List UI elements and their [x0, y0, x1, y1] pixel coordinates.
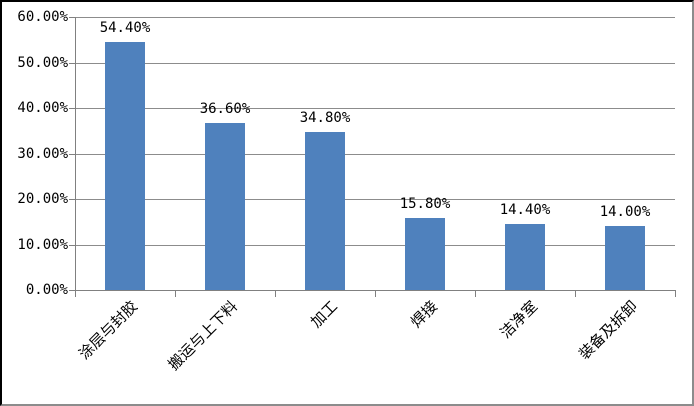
- bar-value-label: 36.60%: [199, 101, 251, 118]
- bar: [605, 226, 645, 290]
- x-axis-tick: [575, 291, 576, 297]
- x-axis-category-label: 装备及拆卸: [575, 297, 642, 364]
- y-axis-tick: [69, 199, 75, 200]
- bar-value-label: 34.80%: [299, 109, 351, 126]
- y-axis-tick-label: 0.00%: [25, 282, 68, 298]
- y-axis-tick-label: 10.00%: [17, 236, 68, 253]
- bar-value-label: 15.80%: [399, 196, 451, 213]
- y-axis-tick: [69, 17, 75, 18]
- gridline: [75, 17, 675, 18]
- bar: [405, 218, 445, 290]
- y-axis-line: [75, 17, 76, 291]
- bar-value-label: 14.40%: [499, 202, 551, 219]
- bar: [505, 224, 545, 290]
- y-axis-tick: [69, 62, 75, 64]
- x-axis-tick: [675, 291, 676, 297]
- bar: [305, 131, 345, 290]
- x-axis-category-label: 焊接: [407, 297, 442, 332]
- x-axis-tick: [175, 291, 176, 297]
- y-axis-tick-label: 50.00%: [17, 54, 68, 71]
- y-axis-tick-label: 40.00%: [17, 100, 68, 116]
- gridline: [75, 153, 675, 155]
- x-axis-category-label: 涂层与封胶: [75, 297, 142, 364]
- y-axis-tick-label: 20.00%: [17, 191, 68, 207]
- y-axis-tick: [69, 244, 75, 246]
- gridline: [75, 62, 675, 64]
- x-axis-line: [75, 290, 676, 291]
- bar-value-label: 14.00%: [599, 204, 651, 221]
- x-axis-category-label: 加工: [307, 297, 342, 332]
- x-axis-tick: [275, 291, 276, 297]
- x-axis-category-label: 洁净室: [496, 297, 542, 342]
- y-axis-tick: [69, 290, 75, 291]
- bar-value-label: 54.40%: [99, 20, 151, 37]
- x-axis-tick: [75, 291, 76, 297]
- bar: [205, 123, 245, 290]
- x-axis-tick: [475, 291, 476, 297]
- gridline: [75, 199, 675, 200]
- y-axis-tick: [69, 108, 75, 109]
- gridline: [75, 244, 675, 246]
- gridline: [75, 108, 675, 109]
- y-axis-tick-label: 60.00%: [17, 9, 68, 25]
- bar: [105, 42, 145, 290]
- x-axis-category-label: 搬运与上下料: [164, 297, 242, 374]
- x-axis-tick: [375, 291, 376, 297]
- y-axis-tick: [69, 153, 75, 155]
- y-axis-tick-label: 30.00%: [17, 145, 68, 162]
